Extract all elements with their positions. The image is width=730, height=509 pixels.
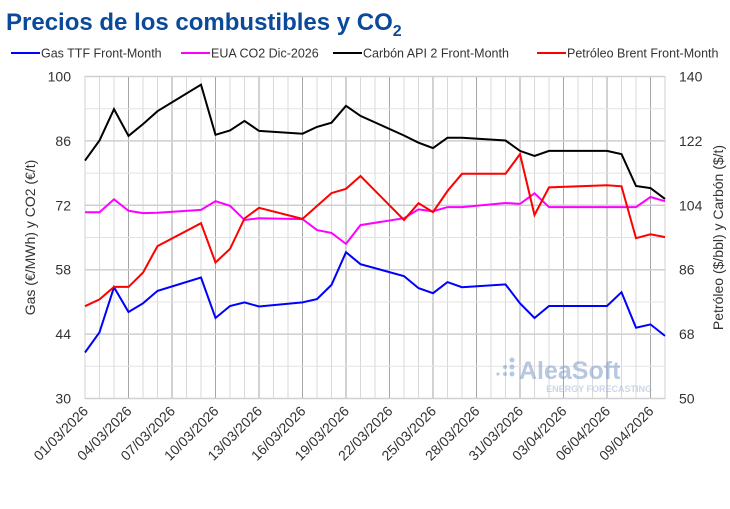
chart-title-main: Precios de los combustibles y CO [6, 9, 393, 36]
series-brent [84, 151, 666, 308]
right-axis-tick-label: 50 [679, 391, 695, 407]
aleasoft-logo-dots-icon [496, 357, 515, 377]
left-axis-tick-label: 72 [55, 197, 71, 213]
series-line-brent [84, 151, 666, 308]
watermark-brand: AleaSoft [519, 357, 621, 385]
legend-label-gas-ttf: Gas TTF Front-Month [41, 47, 162, 61]
series-line-gas-ttf [84, 250, 666, 354]
watermark-tagline: ENERGY FORECASTING [546, 384, 652, 394]
axes: 304458728610050688610412214001/03/202604… [22, 69, 726, 464]
left-axis-tick-label: 100 [48, 69, 72, 85]
left-axis-label: Gas (€/MWh) y CO2 (€/t) [22, 160, 38, 316]
legend: Gas TTF Front-Month EUA CO2 Dic-2026 Carbó… [11, 47, 719, 61]
series-line-carbon-api2 [84, 83, 666, 200]
series-lines [84, 83, 666, 354]
right-axis-tick-label: 104 [679, 197, 703, 213]
left-axis-tick-label: 86 [55, 133, 71, 149]
left-axis-tick-label: 44 [55, 326, 71, 342]
aleasoft-watermark: AleaSoft ENERGY FORECASTING [496, 357, 652, 394]
right-axis-tick-label: 122 [679, 133, 703, 149]
chart-title-subscript: 2 [393, 23, 402, 40]
right-axis-tick-label: 140 [679, 69, 703, 85]
series-gas-ttf [84, 250, 666, 354]
legend-label-carbon-api2: Carbón API 2 Front-Month [363, 47, 509, 61]
chart-title: Precios de los combustibles y CO2 [6, 9, 402, 40]
legend-label-brent: Petróleo Brent Front-Month [567, 47, 719, 61]
grid [84, 75, 666, 400]
left-axis-tick-label: 30 [55, 391, 71, 407]
legend-label-eua-co2: EUA CO2 Dic-2026 [211, 47, 319, 61]
right-axis-tick-label: 86 [679, 262, 695, 278]
series-line-eua-co2 [85, 191, 666, 246]
right-axis-label: Petróleo ($/bbl) y Carbón ($/t) [710, 145, 726, 330]
series-carbon-api2 [84, 83, 666, 200]
left-axis-tick-label: 58 [55, 262, 71, 278]
right-axis-tick-label: 68 [679, 326, 695, 342]
plot-border [84, 76, 666, 399]
